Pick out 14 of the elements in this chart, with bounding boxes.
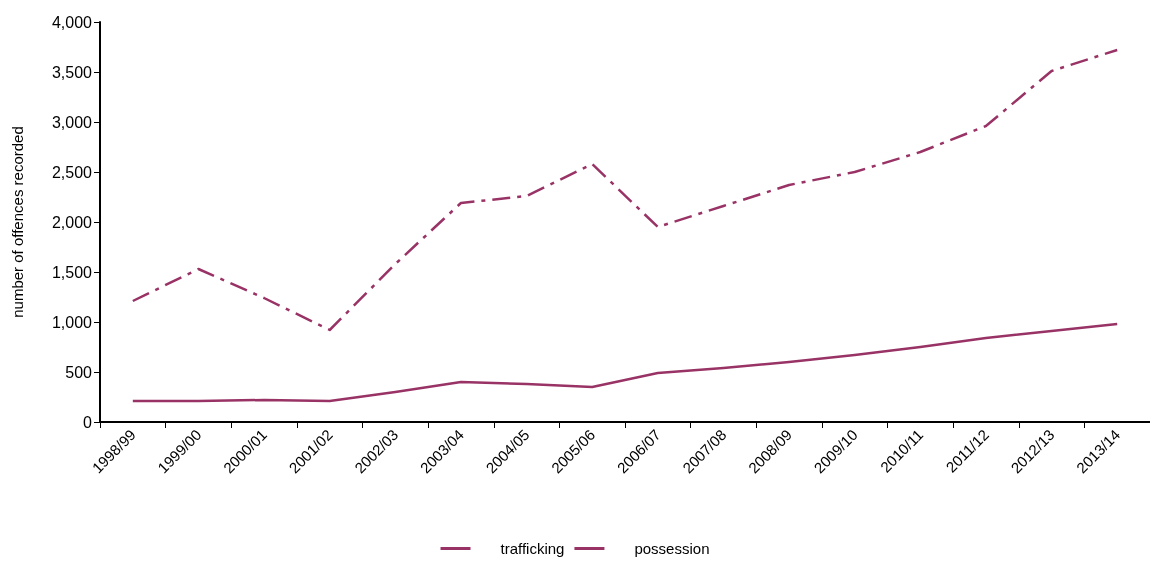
line-series (131, 48, 1119, 332)
y-tick-label: 1,000 (51, 313, 93, 331)
y-tick-label: 1,500 (51, 263, 93, 281)
y-tick-label: 500 (65, 363, 93, 381)
line-series (131, 322, 1119, 403)
y-tick-label: 3,500 (51, 63, 93, 81)
y-axis-title: number of offences recorded (9, 126, 26, 318)
y-tick-label: 0 (83, 413, 93, 431)
y-tick-label: 2,000 (51, 213, 93, 231)
y-tick-label: 2,500 (51, 163, 93, 181)
y-tick-label: 4,000 (51, 13, 93, 31)
legend-label: trafficking (500, 540, 565, 557)
y-tick-label: 3,000 (51, 113, 93, 131)
legend-label: possession (634, 540, 710, 557)
